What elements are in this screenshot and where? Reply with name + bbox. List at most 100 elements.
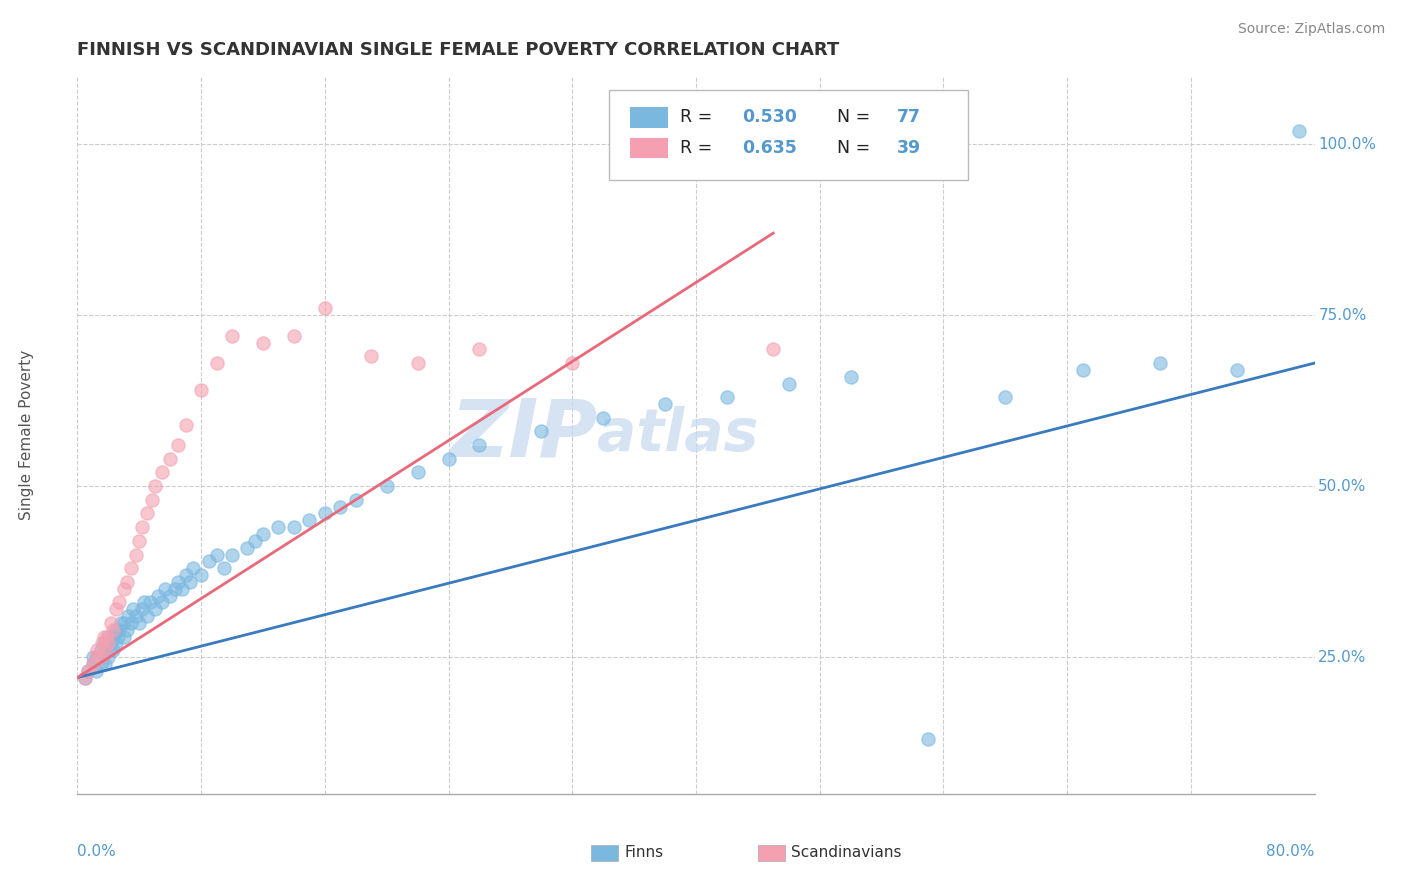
- Point: [198, 554, 221, 568]
- Text: Scandinavians: Scandinavians: [792, 846, 901, 860]
- Point: [762, 343, 785, 357]
- Point: [98, 643, 121, 657]
- Point: [122, 602, 145, 616]
- Point: [100, 615, 122, 630]
- Point: [159, 589, 181, 603]
- Text: 0.635: 0.635: [742, 138, 797, 157]
- Point: [283, 328, 305, 343]
- Text: 100.0%: 100.0%: [1319, 136, 1376, 152]
- Text: ZIP: ZIP: [450, 396, 598, 474]
- Point: [121, 561, 143, 575]
- Point: [183, 561, 205, 575]
- Point: [86, 650, 108, 665]
- Point: [406, 356, 429, 370]
- Point: [167, 438, 190, 452]
- Point: [82, 650, 104, 665]
- Point: [121, 615, 143, 630]
- Point: [112, 615, 135, 630]
- Point: [298, 513, 321, 527]
- Point: [115, 574, 138, 589]
- Point: [143, 602, 166, 616]
- Text: FINNISH VS SCANDINAVIAN SINGLE FEMALE POVERTY CORRELATION CHART: FINNISH VS SCANDINAVIAN SINGLE FEMALE PO…: [77, 41, 839, 59]
- Point: [93, 630, 115, 644]
- Point: [77, 664, 100, 678]
- Text: R =: R =: [681, 109, 717, 127]
- Point: [139, 595, 162, 609]
- Point: [93, 636, 115, 650]
- Point: [561, 356, 583, 370]
- Point: [778, 376, 800, 391]
- Point: [190, 384, 212, 398]
- Point: [252, 335, 274, 350]
- Point: [91, 650, 114, 665]
- Point: [172, 582, 194, 596]
- Point: [128, 533, 150, 548]
- Point: [252, 527, 274, 541]
- FancyBboxPatch shape: [591, 845, 619, 861]
- Point: [101, 643, 124, 657]
- Point: [344, 492, 367, 507]
- Point: [77, 664, 100, 678]
- Point: [221, 328, 243, 343]
- Text: N =: N =: [825, 109, 876, 127]
- Point: [468, 438, 491, 452]
- Point: [112, 582, 135, 596]
- Point: [107, 630, 129, 644]
- Point: [406, 466, 429, 480]
- Point: [205, 356, 228, 370]
- Point: [205, 548, 228, 562]
- Point: [131, 602, 153, 616]
- Point: [105, 623, 127, 637]
- Text: R =: R =: [681, 138, 717, 157]
- Point: [100, 636, 122, 650]
- Point: [267, 520, 290, 534]
- Point: [90, 643, 111, 657]
- Point: [91, 636, 114, 650]
- Point: [105, 602, 127, 616]
- Point: [152, 466, 174, 480]
- Text: 0.530: 0.530: [742, 109, 797, 127]
- Point: [97, 630, 120, 644]
- Point: [84, 650, 107, 665]
- Text: atlas: atlas: [598, 407, 758, 463]
- Point: [94, 657, 117, 671]
- Point: [105, 636, 127, 650]
- Point: [141, 492, 163, 507]
- Point: [125, 609, 148, 624]
- Point: [190, 568, 212, 582]
- Point: [1288, 123, 1310, 137]
- Text: Finns: Finns: [624, 846, 664, 860]
- Point: [108, 595, 131, 609]
- Point: [136, 609, 159, 624]
- Point: [1071, 363, 1094, 377]
- Point: [82, 657, 104, 671]
- Point: [75, 671, 96, 685]
- Point: [132, 595, 155, 609]
- Point: [174, 568, 197, 582]
- Point: [155, 582, 177, 596]
- Point: [314, 507, 336, 521]
- Point: [375, 479, 398, 493]
- Point: [530, 425, 553, 439]
- Point: [283, 520, 305, 534]
- FancyBboxPatch shape: [630, 107, 668, 128]
- Point: [101, 623, 124, 637]
- Point: [125, 548, 148, 562]
- Point: [84, 664, 107, 678]
- Point: [94, 643, 117, 657]
- Text: Single Female Poverty: Single Female Poverty: [20, 350, 34, 520]
- Point: [437, 451, 460, 466]
- Point: [221, 548, 243, 562]
- Point: [994, 390, 1017, 404]
- Point: [159, 451, 181, 466]
- Point: [146, 589, 169, 603]
- Point: [128, 615, 150, 630]
- Text: 50.0%: 50.0%: [1319, 479, 1367, 493]
- FancyBboxPatch shape: [758, 845, 785, 861]
- Point: [96, 636, 118, 650]
- Point: [329, 500, 352, 514]
- Point: [131, 520, 153, 534]
- Point: [97, 636, 120, 650]
- Text: 39: 39: [897, 138, 921, 157]
- Point: [592, 410, 614, 425]
